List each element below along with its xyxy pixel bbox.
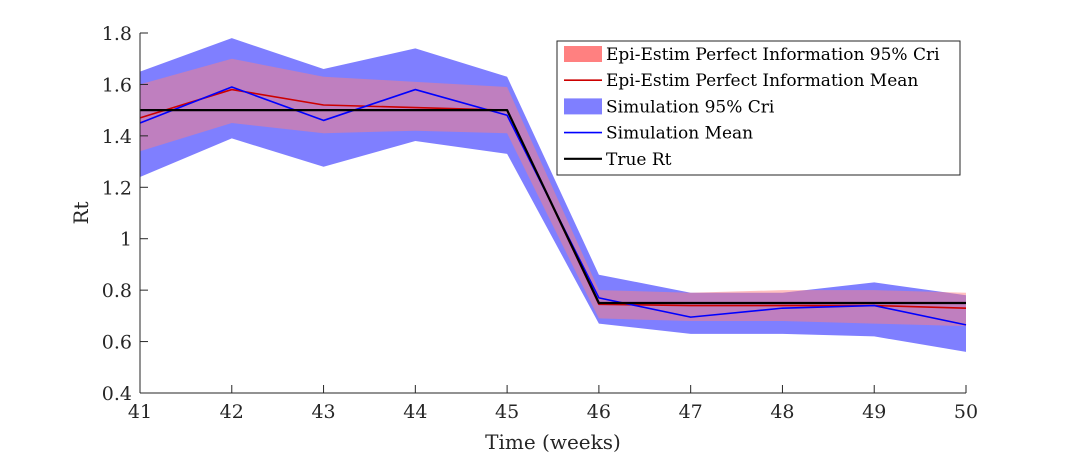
legend-swatch-band [564, 46, 602, 62]
y-tick-label: 1.4 [102, 126, 132, 148]
y-tick-label: 1.2 [102, 177, 132, 199]
legend: Epi-Estim Perfect Information 95% Cri Epi… [556, 40, 961, 176]
x-axis-title: Time (weeks) [485, 430, 621, 454]
x-tick-label: 49 [862, 401, 886, 423]
y-tick-label: 1.6 [102, 74, 132, 96]
confidence-bands [140, 38, 966, 352]
x-tick-label: 44 [403, 401, 427, 423]
series-lines [139, 86, 967, 326]
x-tick-label: 48 [770, 401, 794, 423]
legend-label: Simulation 95% Cri [606, 97, 775, 117]
y-tick-label: 1.8 [102, 23, 132, 45]
tick-labels: 41 42 43 44 45 46 47 48 49 50 0.4 0.6 0.8 1 1.2 1.4 1.6 1… [102, 23, 978, 423]
line-series-4 [140, 109, 966, 305]
x-tick-label: 45 [495, 401, 519, 423]
y-tick-label: 1 [120, 229, 132, 251]
x-tick-label: 46 [587, 401, 611, 423]
y-axis-title: Rt [69, 201, 93, 224]
y-tick-label: 0.6 [102, 332, 132, 354]
band-series-0 [140, 58, 966, 327]
legend-box [556, 40, 961, 176]
x-tick-label: 42 [220, 401, 244, 423]
legend-label: Epi-Estim Perfect Information 95% Cri [606, 45, 940, 65]
x-tick-label: 47 [679, 401, 703, 423]
axes [139, 32, 967, 394]
y-tick-label: 0.8 [102, 280, 132, 302]
x-tick-label: 43 [311, 401, 335, 423]
legend-swatch-band [564, 98, 602, 115]
y-tick-label: 0.4 [102, 383, 132, 405]
legend-label: True Rt [606, 150, 672, 170]
x-tick-label: 41 [128, 401, 152, 423]
legend-label: Epi-Estim Perfect Information Mean [606, 71, 918, 91]
x-tick-label: 50 [954, 401, 978, 423]
legend-label: Simulation Mean [606, 124, 753, 144]
